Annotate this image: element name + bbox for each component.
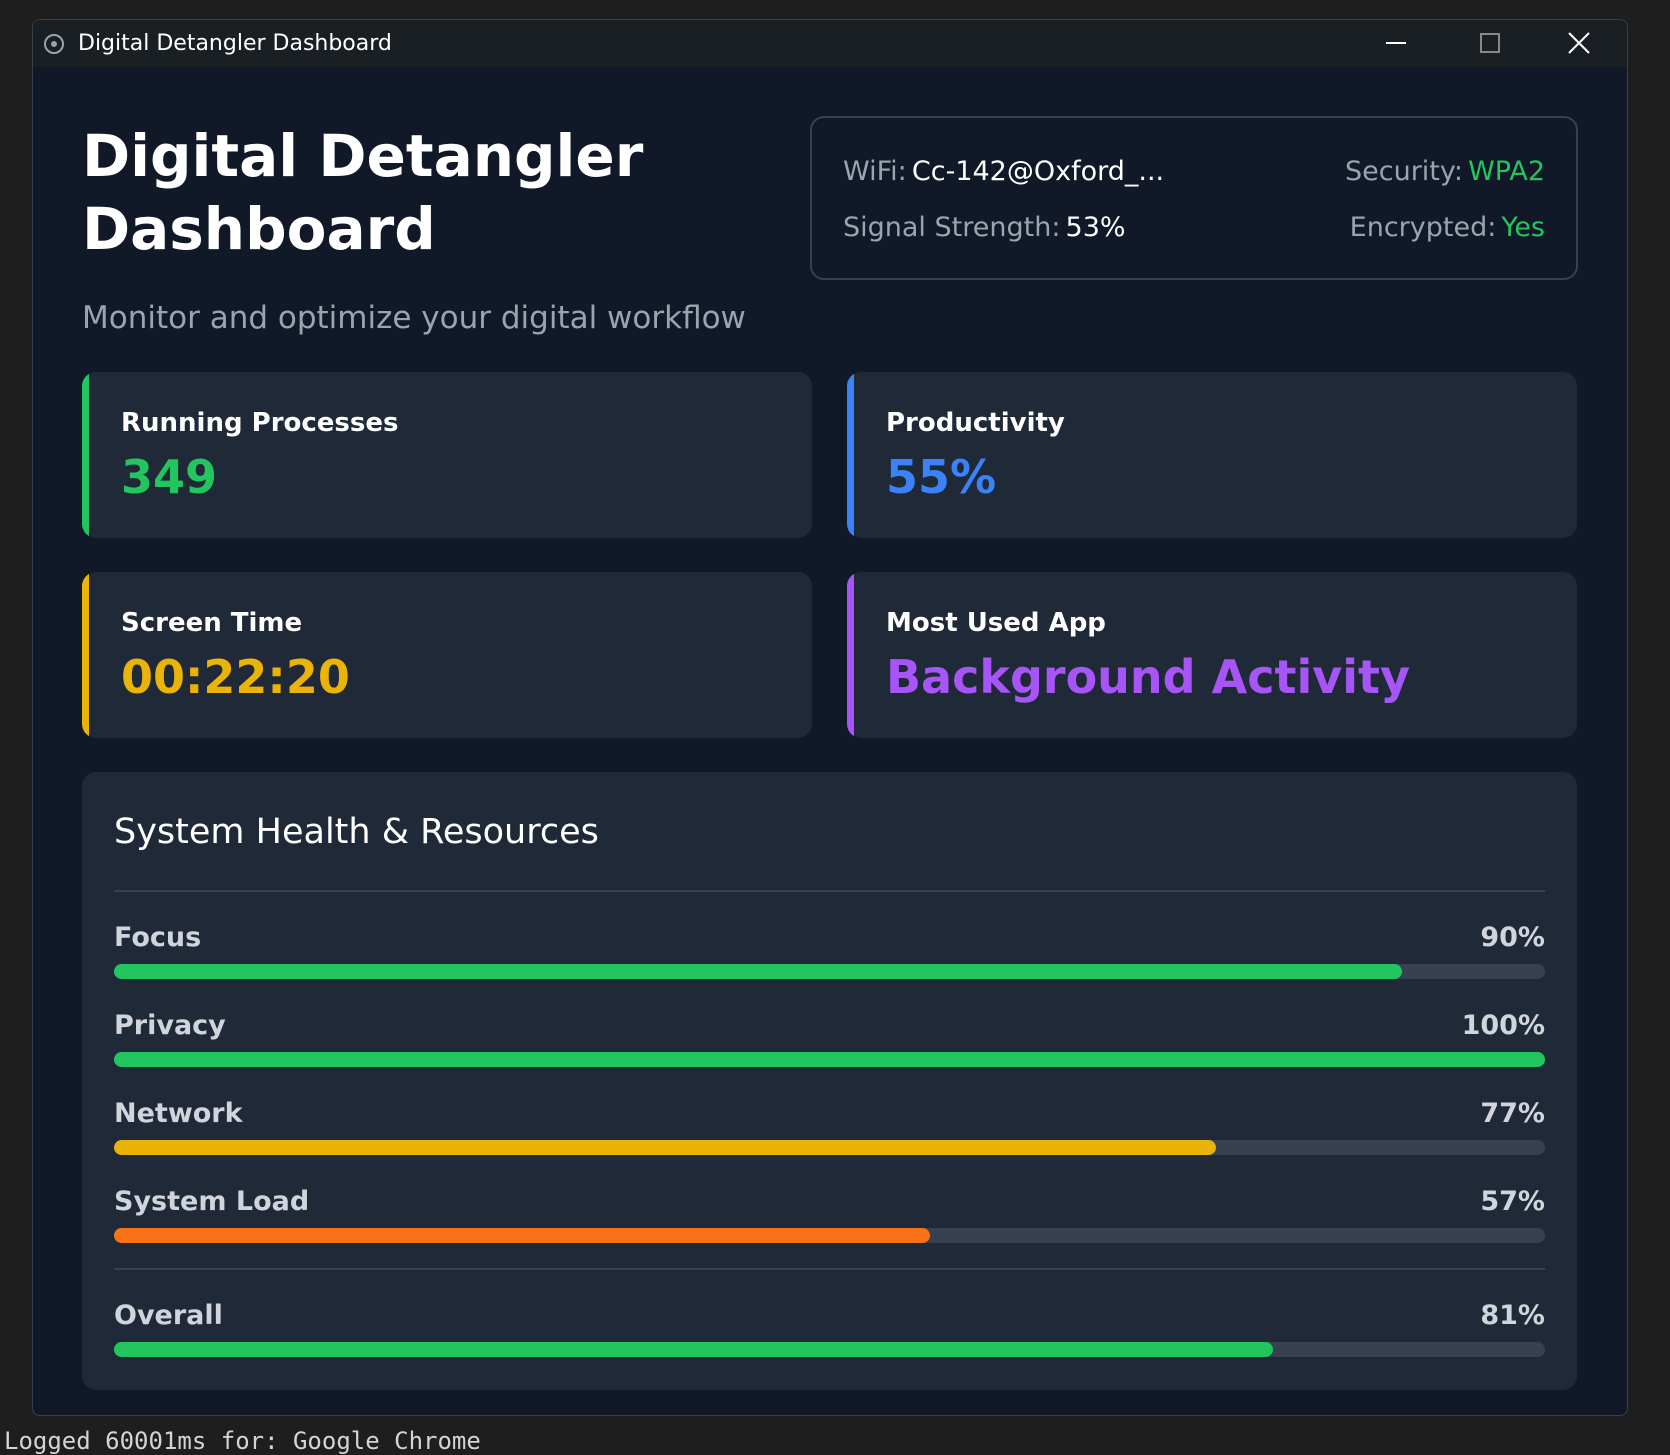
- bar-track: [114, 1228, 1545, 1243]
- metric-value: 77%: [1480, 1098, 1545, 1129]
- metric-value: 57%: [1480, 1186, 1545, 1217]
- page-title: Digital Detangler Dashboard: [82, 120, 643, 266]
- app-icon: [44, 34, 64, 54]
- label: Signal Strength:: [843, 212, 1061, 243]
- background-log: Logged 60001ms for: Google Chrome: [4, 1427, 481, 1455]
- value: WPA2: [1468, 156, 1545, 187]
- stat-card: Most Used App Background Activity: [847, 572, 1577, 738]
- card-value: 00:22:20: [121, 650, 350, 704]
- metric-name: Focus: [114, 922, 202, 953]
- title-bar: Digital Detangler Dashboard: [33, 20, 1627, 67]
- stat-card: Screen Time 00:22:20: [82, 572, 812, 738]
- bar: [114, 1342, 1274, 1357]
- value: Yes: [1501, 212, 1545, 243]
- divider: [114, 1268, 1545, 1270]
- panel-title: System Health & Resources: [114, 812, 599, 852]
- window-title: Digital Detangler Dashboard: [78, 31, 392, 56]
- label: Encrypted:: [1349, 212, 1497, 243]
- network-panel: WiFi: Cc-142@Oxford_... Security: WPA2 S…: [810, 116, 1578, 280]
- title-line: Digital Detangler: [82, 122, 644, 190]
- metric-name: System Load: [114, 1186, 310, 1217]
- stat-card: Productivity 55%: [847, 372, 1577, 538]
- card-label: Productivity: [886, 408, 1065, 438]
- accent-stripe: [847, 572, 854, 738]
- title-line: Dashboard: [82, 195, 436, 263]
- window-controls[interactable]: [1373, 30, 1623, 58]
- divider: [114, 890, 1545, 892]
- bar-track: [114, 964, 1545, 979]
- bar: [114, 1052, 1545, 1067]
- card-label: Running Processes: [121, 408, 399, 438]
- bar: [114, 964, 1402, 979]
- card-value: 55%: [886, 450, 997, 504]
- metric-value: 81%: [1480, 1300, 1545, 1331]
- app-window: Digital Detangler Dashboard Digital Deta…: [32, 19, 1628, 1416]
- accent-stripe: [82, 372, 89, 538]
- bar-track: [114, 1052, 1545, 1067]
- health-panel: System Health & Resources Focus 90% Privac…: [82, 772, 1577, 1390]
- card-label: Most Used App: [886, 608, 1106, 638]
- metric-value: 100%: [1461, 1010, 1545, 1041]
- label: WiFi:: [843, 156, 907, 187]
- card-value: Background Activity: [886, 650, 1410, 704]
- bar: [114, 1140, 1216, 1155]
- subtitle: Monitor and optimize your digital workfl…: [82, 300, 746, 336]
- stat-card: Running Processes 349: [82, 372, 812, 538]
- accent-stripe: [82, 572, 89, 738]
- bar-track: [114, 1140, 1545, 1155]
- bar: [114, 1228, 930, 1243]
- accent-stripe: [847, 372, 854, 538]
- metric-name: Privacy: [114, 1010, 226, 1041]
- metric-name: Overall: [114, 1300, 223, 1331]
- label: Security:: [1344, 156, 1463, 187]
- metric-value: 90%: [1480, 922, 1545, 953]
- value: 53%: [1065, 212, 1126, 243]
- card-value: 349: [121, 450, 218, 504]
- card-label: Screen Time: [121, 608, 303, 638]
- value: Cc-142@Oxford_...: [911, 156, 1165, 187]
- bar-track: [114, 1342, 1545, 1357]
- metric-name: Network: [114, 1098, 243, 1129]
